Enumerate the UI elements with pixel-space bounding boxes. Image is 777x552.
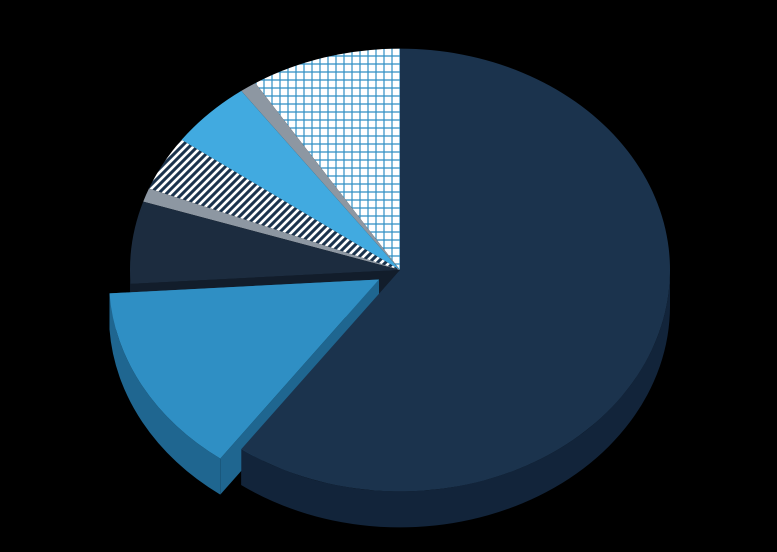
pie-svg — [0, 0, 777, 552]
pie-chart-3d — [0, 0, 777, 552]
